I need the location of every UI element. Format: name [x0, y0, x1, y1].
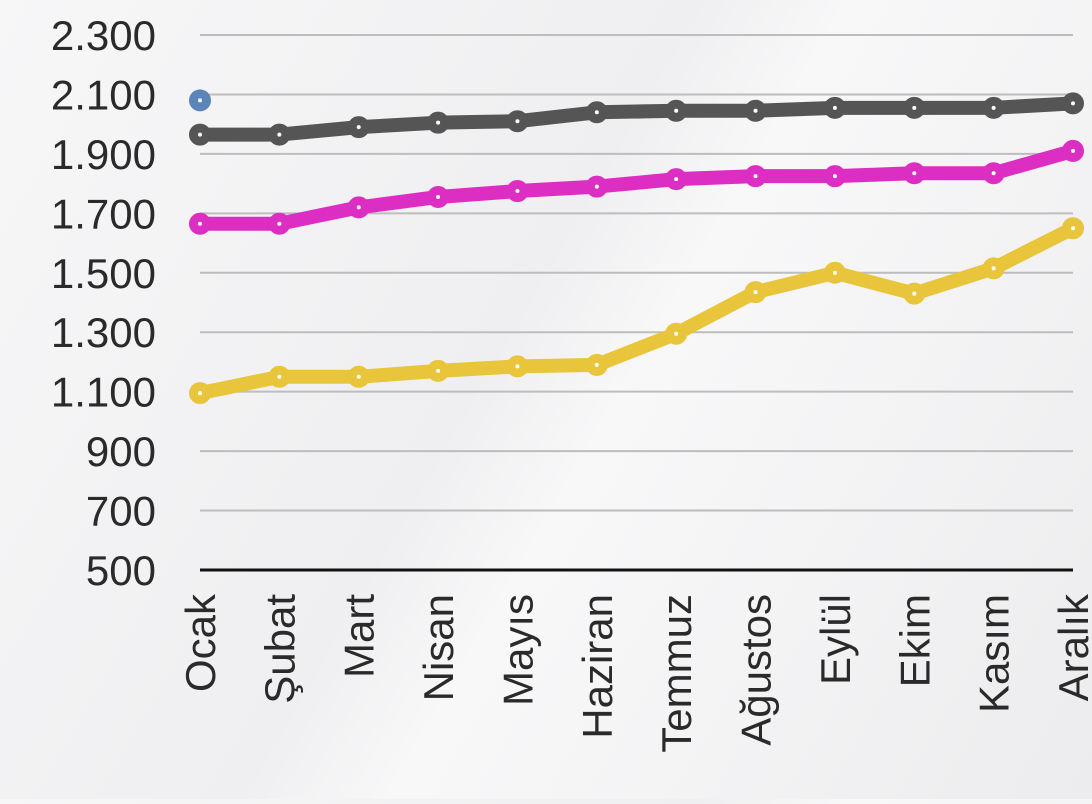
data-point-center	[356, 205, 361, 210]
data-point-center	[1071, 226, 1075, 231]
data-point-center	[277, 132, 282, 137]
x-tick-label: Mart	[336, 594, 383, 678]
x-tick-label: Ekim	[891, 594, 938, 687]
series-line	[193, 143, 1080, 231]
data-point-center	[832, 174, 837, 179]
data-point-center	[436, 194, 441, 199]
y-tick-label: 1.100	[51, 369, 156, 416]
x-tick-label: Ocak	[177, 593, 224, 692]
data-point-center	[991, 266, 996, 271]
data-point-center	[912, 171, 917, 176]
data-point-center	[198, 391, 202, 396]
y-tick-label: 2.300	[51, 12, 156, 59]
data-point-center	[515, 189, 520, 194]
x-tick-label: Haziran	[574, 594, 621, 739]
x-tick-label: Aralık	[1050, 593, 1092, 701]
y-tick-label: 2.100	[51, 71, 156, 118]
x-tick-label: Eylül	[812, 594, 859, 685]
data-point-center	[991, 171, 996, 176]
data-point-center	[277, 374, 282, 379]
data-point-center	[436, 120, 441, 125]
data-point-center	[1071, 101, 1075, 106]
data-point-center	[515, 364, 520, 369]
extra-data-point-center	[198, 98, 202, 103]
data-point-center	[912, 291, 917, 296]
data-point-center	[594, 362, 599, 367]
series-line	[193, 221, 1080, 401]
y-tick-label: 700	[86, 488, 156, 535]
data-point-center	[991, 105, 996, 110]
x-axis-labels: Ocak Şubat Mart Nisan Mayıs Haziran Temmuz Ağus…	[177, 593, 1092, 753]
y-tick-label: 900	[86, 428, 156, 475]
y-tick-label: 1.700	[51, 190, 156, 237]
data-point-center	[594, 184, 599, 189]
y-tick-label: 1.500	[51, 250, 156, 297]
data-point-center	[198, 132, 202, 137]
data-point-center	[912, 105, 917, 110]
y-tick-label: 500	[86, 547, 156, 594]
data-point-center	[674, 108, 679, 113]
data-point-center	[753, 108, 758, 113]
series-line	[193, 96, 1080, 142]
y-tick-label: 1.900	[51, 131, 156, 178]
x-tick-label: Temmuz	[653, 594, 700, 753]
y-axis-labels: 2.300 2.100 1.900 1.700 1.500 1.300 1.100 900 70…	[51, 12, 156, 594]
x-tick-label: Şubat	[256, 594, 303, 704]
data-point-center	[356, 125, 361, 130]
x-tick-label: Nisan	[415, 594, 462, 701]
data-point-center	[832, 105, 837, 110]
series-1	[189, 92, 1084, 146]
x-tick-label: Ağustos	[733, 594, 780, 746]
data-point-center	[277, 221, 282, 226]
data-point-center	[515, 119, 520, 124]
data-point-center	[832, 270, 837, 275]
x-tick-label: Kasım	[971, 594, 1018, 713]
x-tick-label: Mayıs	[494, 594, 541, 706]
series-2	[189, 139, 1084, 235]
series-3	[189, 217, 1084, 405]
y-tick-label: 1.300	[51, 309, 156, 356]
data-point-center	[753, 174, 758, 179]
data-point-center	[594, 110, 599, 115]
data-point-center	[674, 177, 679, 182]
data-point-center	[674, 331, 679, 336]
data-point-center	[356, 374, 361, 379]
data-point-center	[198, 221, 202, 226]
data-point-center	[1071, 148, 1075, 153]
data-point-center	[753, 290, 758, 295]
data-point-center	[436, 368, 441, 373]
